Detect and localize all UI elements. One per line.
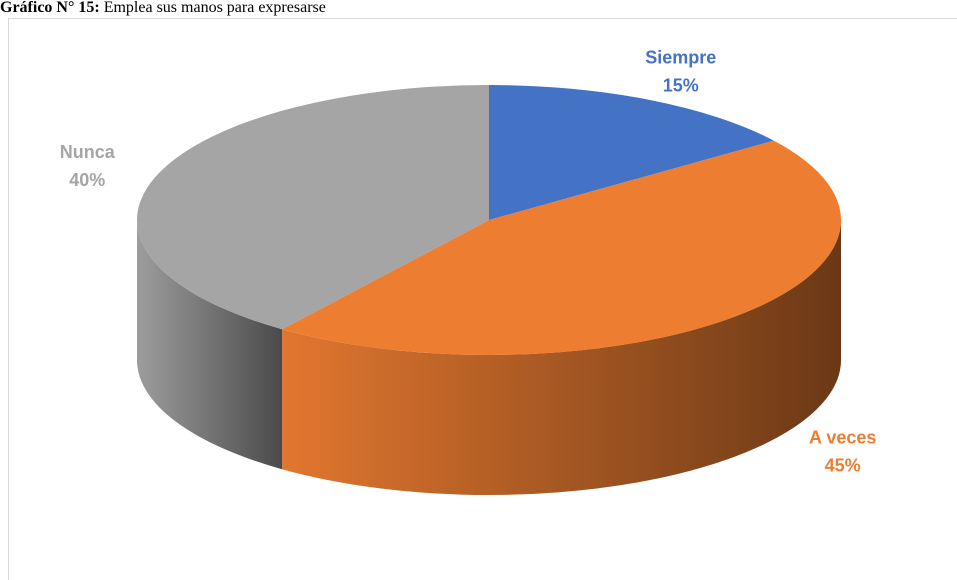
- caption: Gráfico N° 15: Emplea sus manos para exp…: [0, 0, 326, 16]
- slice-value-label: 40%: [69, 170, 105, 190]
- slice-category-label: A veces: [809, 427, 876, 447]
- slice-side-shade: [282, 220, 841, 495]
- slice-category-label: Siempre: [645, 48, 716, 68]
- slice-side-shade: [136, 220, 283, 470]
- slice: [136, 85, 489, 330]
- slice: [489, 85, 774, 220]
- caption-text: Emplea sus manos para expresarse: [104, 0, 326, 16]
- slice-value-label: 15%: [663, 76, 699, 96]
- caption-label: Gráfico N° 15:: [0, 0, 100, 16]
- chart-frame: [8, 18, 957, 580]
- slice-category-label: Nunca: [60, 142, 116, 162]
- slice-value-label: 45%: [825, 455, 861, 475]
- slice: [282, 140, 842, 356]
